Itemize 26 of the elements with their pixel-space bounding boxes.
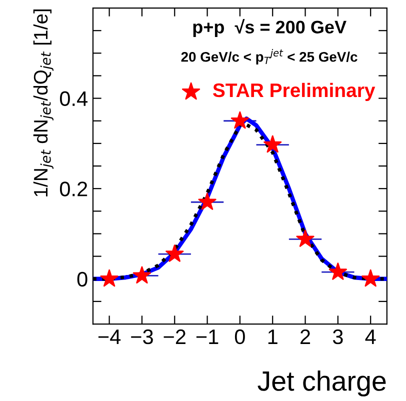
point: [296, 230, 314, 247]
y-tick-label: 0.2: [60, 182, 88, 196]
y-axis-title: 1/N$_{jet}$ dN$_{jet}$/dQ$_{jet}$ [1/e]: [33, 9, 54, 196]
point: [100, 269, 118, 287]
point: [230, 111, 249, 129]
x-tick-label: 0: [234, 329, 245, 344]
point: [264, 135, 282, 153]
x-tick-label: −3: [131, 329, 153, 344]
y-tick-label: 0: [77, 272, 88, 287]
legend-label: STAR Preliminary: [212, 82, 376, 102]
point: [328, 262, 347, 280]
x-axis-title: Jet charge: [258, 370, 386, 396]
point: [166, 244, 184, 262]
x-tick-label: 4: [365, 330, 376, 344]
point: [362, 269, 380, 287]
text: p+p √s = 200 GeV: [193, 19, 346, 38]
point: [198, 192, 216, 210]
x-tick-label: 1: [268, 330, 278, 344]
y-tick-label: 0.4: [60, 91, 88, 106]
point: [132, 266, 152, 284]
x-tick-label: 2: [300, 329, 310, 344]
text: 20 GeV/c < p$_{T}$$^{jet}$ < 25 GeV/c: [181, 48, 358, 65]
x-tick-label: −2: [164, 329, 186, 344]
x-tick-label: −4: [98, 330, 121, 344]
x-tick-label: 3: [332, 329, 343, 344]
x-tick-label: −1: [196, 330, 218, 344]
